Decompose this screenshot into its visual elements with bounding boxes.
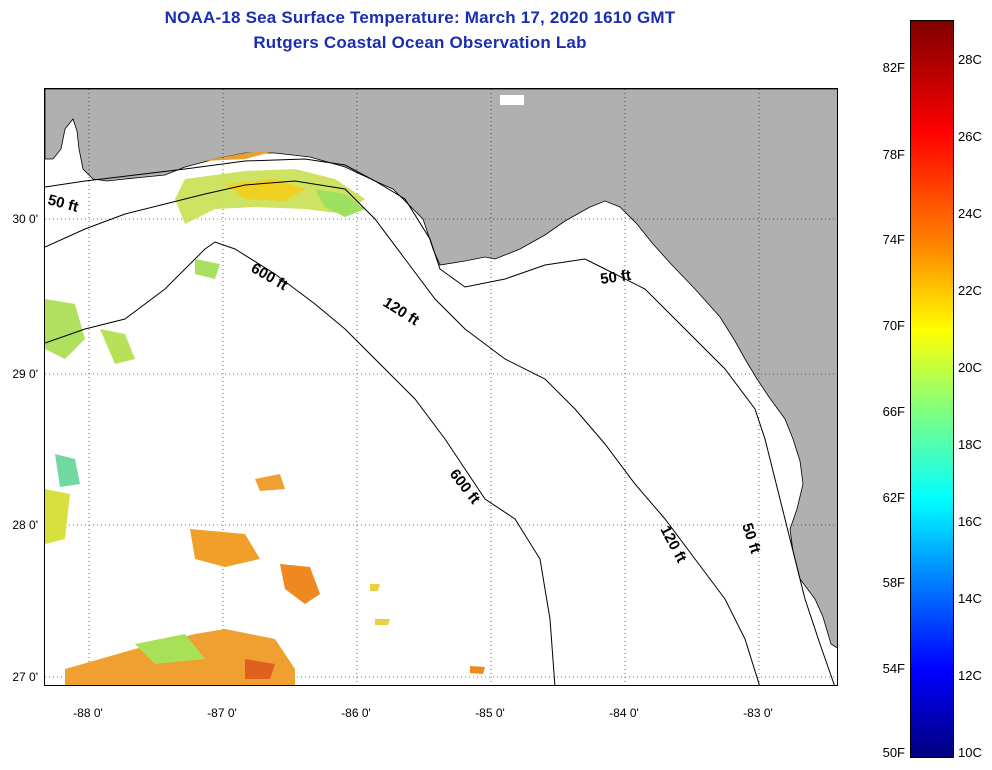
- depth-label-120ft-south: 120 ft: [656, 523, 689, 566]
- contour-50ft: [45, 158, 835, 685]
- colorbar-label-16c: 16C: [958, 514, 982, 529]
- lat-label-29: 29 0': [12, 367, 38, 381]
- colorbar-label-12c: 12C: [958, 668, 982, 683]
- sst-patch: [255, 474, 285, 491]
- colorbar-label-50f: 50F: [882, 745, 905, 760]
- map-subtitle: Rutgers Coastal Ocean Observation Lab: [253, 33, 587, 52]
- colorbar-label-20c: 20C: [958, 360, 982, 375]
- sst-patch: [100, 329, 135, 364]
- sst-patch: [245, 659, 275, 679]
- depth-contours: [45, 158, 835, 685]
- colorbar-label-28c: 28C: [958, 52, 982, 67]
- temperature-colorbar: [910, 20, 954, 758]
- colorbar-label-78f: 78F: [882, 147, 905, 162]
- colorbar-label-22c: 22C: [958, 283, 982, 298]
- map-title: NOAA-18 Sea Surface Temperature: March 1…: [164, 8, 676, 27]
- colorbar-label-10c: 10C: [958, 745, 982, 760]
- lon-label-86: -86 0': [341, 706, 371, 720]
- sst-patch: [195, 259, 220, 279]
- sst-patch: [55, 454, 80, 487]
- lat-label-30: 30 0': [12, 212, 38, 226]
- colorbar-label-24c: 24C: [958, 206, 982, 221]
- land-mass: [45, 89, 837, 649]
- colorbar-label-62f: 62F: [882, 490, 905, 505]
- depth-label-50ft-east: 50 ft: [599, 267, 632, 288]
- sst-patch: [375, 619, 390, 625]
- colorbar-label-26c: 26C: [958, 129, 982, 144]
- sst-patch: [370, 584, 380, 591]
- depth-label-600ft-south: 600 ft: [446, 466, 484, 507]
- colorbar-label-74f: 74F: [882, 232, 905, 247]
- lon-label-84: -84 0': [609, 706, 639, 720]
- colorbar-label-54f: 54F: [882, 661, 905, 676]
- depth-label-50ft-west: 50 ft: [46, 191, 80, 215]
- sst-patch: [470, 666, 485, 674]
- contour-120ft: [45, 180, 760, 685]
- colorbar-label-58f: 58F: [882, 575, 905, 590]
- lake: [500, 95, 524, 105]
- lat-label-27: 27 0': [12, 670, 38, 684]
- sst-patch: [45, 489, 70, 544]
- warm-bay: [203, 151, 275, 161]
- lon-label-88: -88 0': [73, 706, 103, 720]
- lat-label-28: 28 0': [12, 518, 38, 532]
- sst-patch: [315, 189, 365, 217]
- colorbar-label-14c: 14C: [958, 591, 982, 606]
- sst-patch: [45, 299, 85, 359]
- depth-label-120ft-north: 120 ft: [380, 294, 422, 329]
- sst-patch: [135, 634, 205, 664]
- sst-patch: [190, 529, 260, 567]
- colorbar-label-70f: 70F: [882, 318, 905, 333]
- colorbar-label-18c: 18C: [958, 437, 982, 452]
- colorbar-label-82f: 82F: [882, 60, 905, 75]
- sst-patch: [280, 564, 320, 604]
- lon-label-87: -87 0': [207, 706, 237, 720]
- sst-data: [45, 169, 485, 685]
- colorbar-label-66f: 66F: [882, 404, 905, 419]
- depth-label-50ft-south: 50 ft: [738, 521, 764, 556]
- contour-600ft: [45, 241, 556, 685]
- depth-label-600ft-north: 600 ft: [248, 260, 290, 294]
- sst-map: 50 ft 600 ft 120 ft 50 ft 600 ft 120 ft …: [44, 88, 838, 686]
- lon-label-85: -85 0': [475, 706, 505, 720]
- lon-label-83: -83 0': [743, 706, 773, 720]
